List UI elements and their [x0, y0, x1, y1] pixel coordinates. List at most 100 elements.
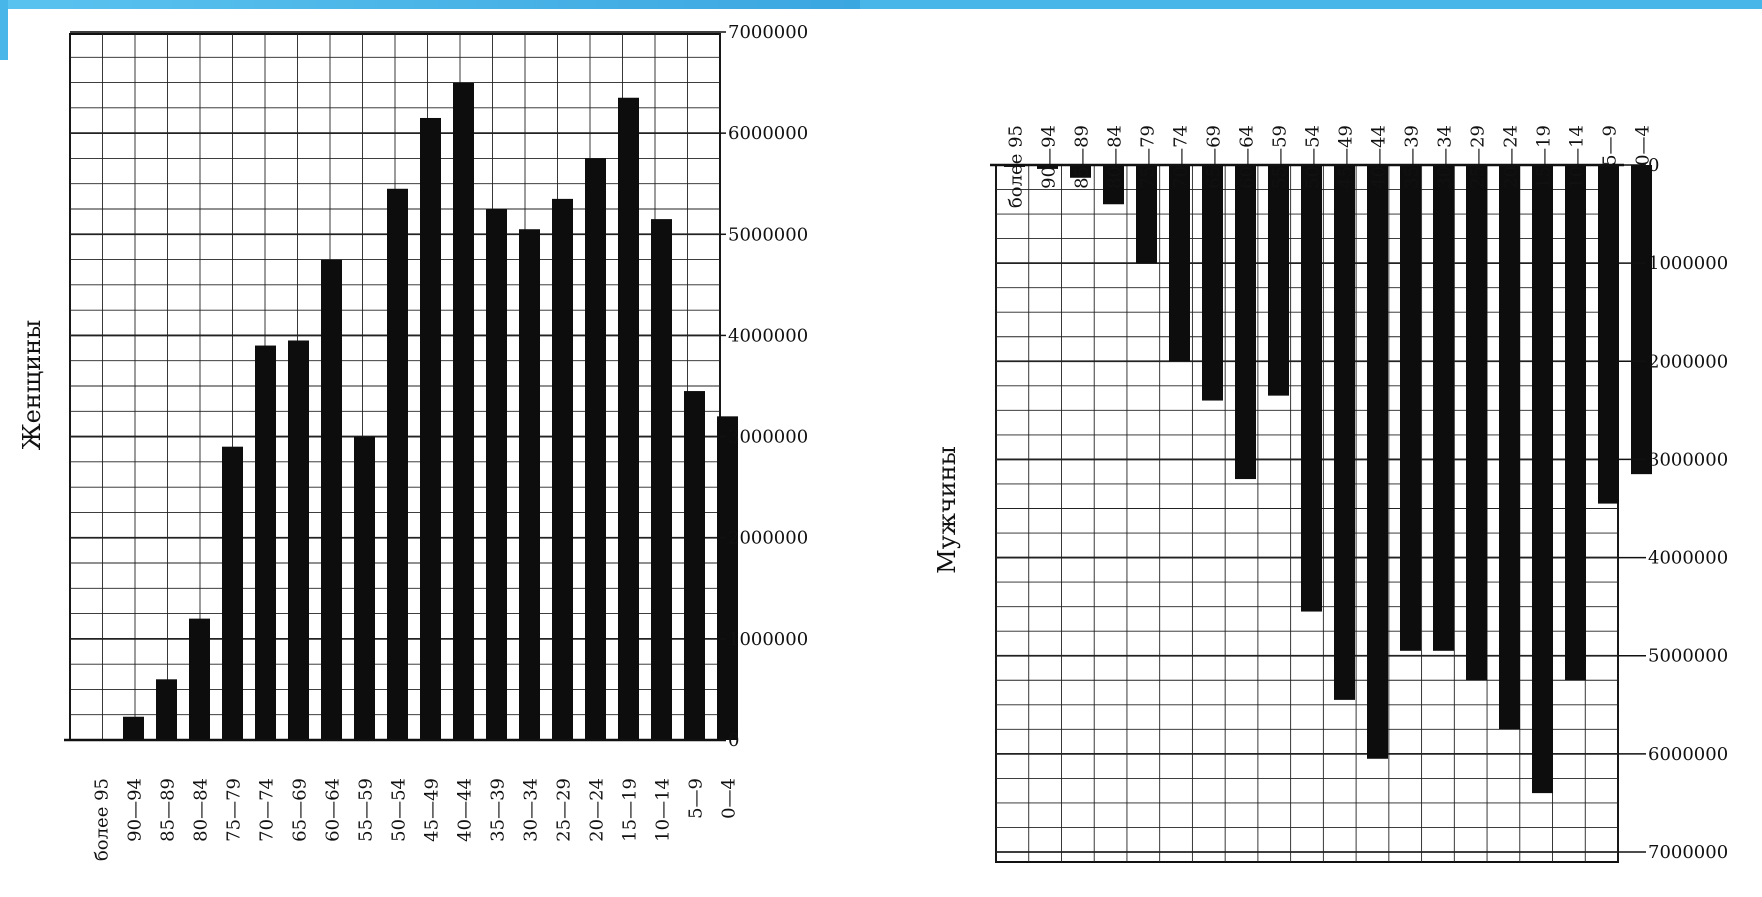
- bar-men-7: [1235, 165, 1256, 480]
- category-label: 60—64: [1237, 125, 1258, 189]
- bar-men-15: [1499, 165, 1520, 730]
- category-label: 85—89: [1072, 125, 1093, 189]
- bar-men-10: [1334, 165, 1355, 700]
- y-tick-label: 0: [1648, 155, 1659, 176]
- y-tick-label: 5000000: [1648, 646, 1728, 667]
- category-label: 35—39: [488, 778, 509, 842]
- bar-men-11: [1367, 165, 1388, 759]
- bar-women-1: [123, 716, 144, 740]
- bar-women-15: [585, 158, 606, 740]
- bar-men-16: [1532, 165, 1553, 794]
- category-label: 0—4: [719, 778, 740, 819]
- slide-right-ribbon: [860, 0, 1762, 9]
- bar-women-14: [552, 198, 573, 740]
- category-label: 90—94: [125, 778, 146, 842]
- category-label: 50—54: [1303, 125, 1324, 189]
- category-label: 40—44: [455, 778, 476, 842]
- women-chart: 0 1000000 2000000 3000000 4000000 5000000 6000…: [18, 22, 808, 861]
- category-label: 5—9: [1600, 125, 1621, 166]
- category-label: 45—49: [422, 778, 443, 842]
- category-label: 0—4: [1633, 125, 1654, 166]
- bar-women-11: [453, 82, 474, 741]
- category-label: 70—74: [1171, 125, 1192, 189]
- y-tick-label: 7000000: [1648, 842, 1728, 863]
- category-label: 10—14: [1567, 125, 1588, 189]
- category-label: 30—34: [521, 778, 542, 842]
- bar-men-19: [1631, 165, 1652, 475]
- y-axis-title: Мужчины: [933, 446, 961, 574]
- category-label: 5—9: [686, 778, 707, 819]
- y-tick-label: 0: [728, 730, 739, 751]
- y-axis-title: Женщины: [18, 320, 46, 451]
- category-label: 30—34: [1435, 125, 1456, 189]
- category-label: 40—44: [1369, 125, 1390, 189]
- category-label: 90—94: [1039, 125, 1060, 189]
- bar-women-2: [156, 679, 177, 740]
- bar-women-5: [255, 345, 276, 740]
- bar-women-6: [288, 340, 309, 740]
- bar-men-12: [1400, 165, 1421, 651]
- y-tick-label: 4000000: [1648, 548, 1728, 569]
- y-tick-label: 1000000: [728, 629, 808, 650]
- y-tick-label: 1000000: [1648, 253, 1728, 274]
- bar-men-2: [1070, 165, 1091, 178]
- bar-men-18: [1598, 165, 1619, 504]
- y-tick-label: 7000000: [728, 22, 808, 43]
- category-label: 85—89: [158, 778, 179, 842]
- category-label: 45—49: [1336, 125, 1357, 189]
- y-tick-label: 2000000: [728, 528, 808, 549]
- bar-women-12: [486, 209, 507, 740]
- bar-men-1: [1037, 165, 1058, 169]
- bar-women-13: [519, 229, 540, 740]
- category-label: 35—39: [1402, 125, 1423, 189]
- bar-men-9: [1301, 165, 1322, 612]
- category-label: 75—79: [224, 778, 245, 842]
- bar-men-13: [1433, 165, 1454, 651]
- category-label: 25—29: [1468, 125, 1489, 189]
- category-label: 20—24: [587, 778, 608, 842]
- bar-women-17: [651, 219, 672, 741]
- category-label: 10—14: [653, 778, 674, 842]
- bar-women-18: [684, 391, 705, 740]
- category-label: 25—29: [554, 778, 575, 842]
- bar-men-8: [1268, 165, 1289, 396]
- category-label: 70—74: [257, 778, 278, 842]
- bar-men-3: [1103, 165, 1124, 205]
- category-label: 15—19: [1534, 125, 1555, 189]
- bar-women-8: [354, 436, 375, 740]
- y-tick-label: 3000000: [728, 427, 808, 448]
- bar-women-4: [222, 446, 243, 740]
- category-label: 80—84: [191, 778, 212, 842]
- bar-women-19: [717, 416, 738, 740]
- category-label: более 95: [92, 778, 113, 861]
- category-label: 75—79: [1138, 125, 1159, 189]
- bar-women-7: [321, 259, 342, 740]
- bar-men-5: [1169, 165, 1190, 362]
- bar-men-4: [1136, 165, 1157, 264]
- category-label: 15—19: [620, 778, 641, 842]
- category-label: 55—59: [1270, 125, 1291, 189]
- y-tick-label: 2000000: [1648, 351, 1728, 372]
- y-tick-label: 5000000: [728, 224, 808, 245]
- slide-left-ribbon: [0, 0, 8, 60]
- category-label: 60—64: [323, 778, 344, 842]
- category-label: 55—59: [356, 778, 377, 842]
- y-tick-label: 4000000: [728, 325, 808, 346]
- category-label: 50—54: [389, 778, 410, 842]
- men-chart: 0 1000000 2000000 3000000 4000000 5000000 6000…: [933, 125, 1728, 863]
- bar-women-16: [618, 97, 639, 740]
- bar-men-17: [1565, 165, 1586, 681]
- category-label: 80—84: [1105, 125, 1126, 189]
- category-label: 20—24: [1501, 125, 1522, 189]
- bar-women-3: [189, 618, 210, 740]
- bar-women-9: [387, 188, 408, 740]
- bar-women-10: [420, 117, 441, 740]
- category-label: 65—69: [290, 778, 311, 842]
- bar-men-14: [1466, 165, 1487, 681]
- y-tick-label: 6000000: [728, 123, 808, 144]
- bar-men-6: [1202, 165, 1223, 401]
- category-label: более 95: [1006, 125, 1027, 208]
- y-tick-label: 6000000: [1648, 744, 1728, 765]
- y-tick-label: 3000000: [1648, 449, 1728, 470]
